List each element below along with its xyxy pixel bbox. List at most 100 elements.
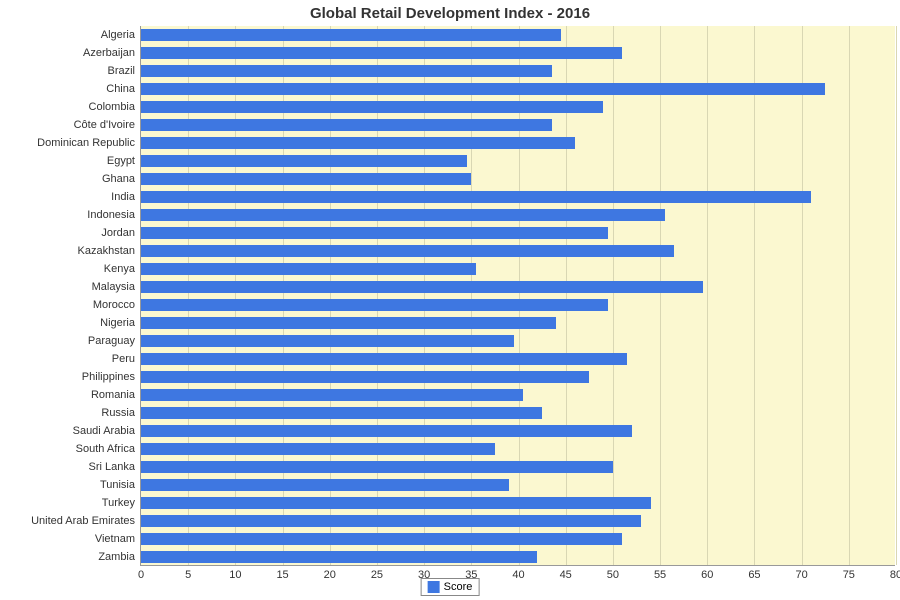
y-axis-label: Algeria: [101, 29, 141, 41]
y-axis-label: Morocco: [93, 299, 141, 311]
bar-row: Kenya: [141, 260, 896, 278]
bar: [141, 65, 552, 78]
y-axis-label: Peru: [112, 353, 141, 365]
bar-row: Peru: [141, 350, 896, 368]
y-axis-label: Sri Lanka: [89, 461, 141, 473]
bar: [141, 497, 651, 510]
y-axis-label: Kenya: [104, 263, 141, 275]
bar: [141, 299, 608, 312]
y-axis-label: Jordan: [101, 227, 141, 239]
legend-swatch: [428, 581, 440, 593]
x-tick-label: 55: [654, 565, 666, 581]
bar: [141, 209, 665, 222]
y-axis-label: Colombia: [89, 101, 141, 113]
y-axis-label: Philippines: [82, 371, 141, 383]
bar: [141, 281, 703, 294]
bar-row: Zambia: [141, 548, 896, 566]
bar: [141, 353, 627, 366]
y-axis-label: Russia: [101, 407, 141, 419]
x-tick-label: 70: [796, 565, 808, 581]
bars-area: AlgeriaAzerbaijanBrazilChinaColombiaCôte…: [141, 26, 896, 566]
bar-row: Philippines: [141, 368, 896, 386]
bar-row: Sri Lanka: [141, 458, 896, 476]
x-tick-label: 5: [185, 565, 191, 581]
bar: [141, 227, 608, 240]
bar: [141, 389, 523, 402]
y-axis-label: Paraguay: [88, 335, 141, 347]
bar-row: Azerbaijan: [141, 44, 896, 62]
bar: [141, 173, 471, 186]
y-axis-label: China: [106, 83, 141, 95]
bar-row: Indonesia: [141, 206, 896, 224]
bar: [141, 119, 552, 132]
bar-row: Malaysia: [141, 278, 896, 296]
bar: [141, 47, 622, 60]
bar: [141, 371, 589, 384]
y-axis-label: Ghana: [102, 173, 141, 185]
y-axis-label: Zambia: [98, 551, 141, 563]
bar: [141, 443, 495, 456]
bar-row: Brazil: [141, 62, 896, 80]
bar-row: Ghana: [141, 170, 896, 188]
y-axis-label: Egypt: [107, 155, 141, 167]
bar: [141, 137, 575, 150]
y-axis-label: Romania: [91, 389, 141, 401]
y-axis-label: Brazil: [107, 65, 141, 77]
bar-row: Egypt: [141, 152, 896, 170]
bar: [141, 155, 467, 168]
x-tick-label: 65: [748, 565, 760, 581]
x-tick-label: 0: [138, 565, 144, 581]
y-axis-label: Malaysia: [92, 281, 141, 293]
bar-row: Morocco: [141, 296, 896, 314]
y-axis-label: Turkey: [102, 497, 141, 509]
y-axis-label: Tunisia: [100, 479, 141, 491]
y-axis-label: Dominican Republic: [37, 137, 141, 149]
bar: [141, 191, 811, 204]
y-axis-label: Vietnam: [95, 533, 141, 545]
legend-label: Score: [444, 581, 473, 593]
x-tick-label: 15: [276, 565, 288, 581]
bar-row: Kazakhstan: [141, 242, 896, 260]
bar-row: Jordan: [141, 224, 896, 242]
bar: [141, 533, 622, 546]
x-tick-label: 40: [512, 565, 524, 581]
x-tick-label: 80: [890, 565, 900, 581]
bar-row: India: [141, 188, 896, 206]
x-tick-label: 75: [843, 565, 855, 581]
chart-title: Global Retail Development Index - 2016: [0, 5, 900, 22]
legend: Score: [421, 578, 480, 596]
y-axis-label: United Arab Emirates: [31, 515, 141, 527]
bar-row: Vietnam: [141, 530, 896, 548]
x-tick-label: 60: [701, 565, 713, 581]
bar-row: Tunisia: [141, 476, 896, 494]
y-axis-label: Indonesia: [87, 209, 141, 221]
x-tick-label: 50: [607, 565, 619, 581]
bar-row: Dominican Republic: [141, 134, 896, 152]
y-axis-label: India: [111, 191, 141, 203]
bar: [141, 101, 603, 114]
y-axis-label: Côte d'Ivoire: [74, 119, 141, 131]
bar-row: China: [141, 80, 896, 98]
x-tick-label: 20: [324, 565, 336, 581]
bar-row: Nigeria: [141, 314, 896, 332]
bar: [141, 551, 537, 564]
bar: [141, 245, 674, 258]
chart-container: Global Retail Development Index - 2016 A…: [0, 0, 900, 600]
bar-row: Romania: [141, 386, 896, 404]
bar-row: United Arab Emirates: [141, 512, 896, 530]
bar-row: Saudi Arabia: [141, 422, 896, 440]
bar-row: Algeria: [141, 26, 896, 44]
bar-row: Turkey: [141, 494, 896, 512]
bar: [141, 515, 641, 528]
x-tick-label: 45: [560, 565, 572, 581]
bar-row: Colombia: [141, 98, 896, 116]
y-axis-label: Azerbaijan: [83, 47, 141, 59]
bar: [141, 335, 514, 348]
bar: [141, 29, 561, 42]
x-tick-label: 25: [371, 565, 383, 581]
y-axis-label: Kazakhstan: [78, 245, 141, 257]
bar: [141, 425, 632, 438]
bar-row: Russia: [141, 404, 896, 422]
y-axis-label: Saudi Arabia: [73, 425, 141, 437]
bar: [141, 317, 556, 330]
